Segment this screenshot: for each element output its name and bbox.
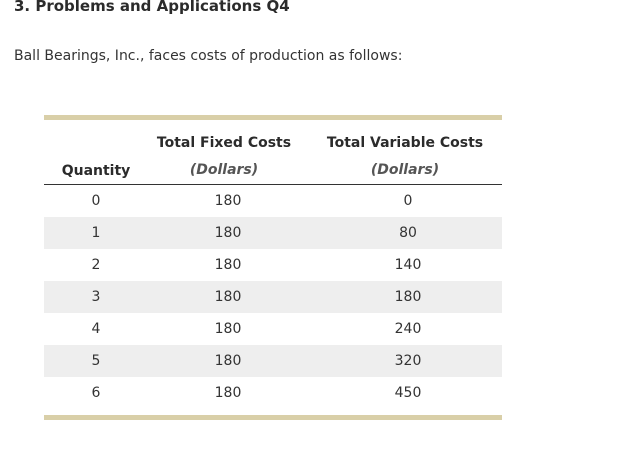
cell-variable-cost: 450 (394, 385, 422, 401)
header-variable-units: (Dollars) (370, 162, 440, 178)
header-quantity: Quantity (61, 163, 131, 179)
header-divider (44, 184, 502, 185)
cell-fixed-cost: 180 (214, 193, 242, 209)
table-row: 5 180 320 (44, 345, 502, 377)
cell-variable-cost: 180 (394, 289, 422, 305)
cell-quantity: 1 (91, 225, 101, 241)
cell-variable-cost: 0 (403, 193, 413, 209)
cell-fixed-cost: 180 (214, 321, 242, 337)
table-row: 3 180 180 (44, 281, 502, 313)
cell-quantity: 4 (91, 321, 101, 337)
table-row: 4 180 240 (44, 313, 502, 345)
cell-quantity: 6 (91, 385, 101, 401)
table-row: 2 180 140 (44, 249, 502, 281)
table-row: 6 180 450 (44, 377, 502, 409)
table-bottom-bar (44, 415, 502, 420)
problem-intro: Ball Bearings, Inc., faces costs of prod… (14, 48, 403, 64)
cell-fixed-cost: 180 (214, 257, 242, 273)
cell-variable-cost: 320 (394, 353, 422, 369)
cost-table: Quantity Total Fixed Costs (Dollars) Tot… (44, 115, 502, 420)
cell-fixed-cost: 180 (214, 225, 242, 241)
cell-fixed-cost: 180 (214, 385, 242, 401)
table-row: 0 180 0 (44, 185, 502, 217)
table-header: Quantity Total Fixed Costs (Dollars) Tot… (44, 120, 502, 184)
cell-variable-cost: 140 (394, 257, 422, 273)
header-total-fixed-costs: Total Fixed Costs (156, 135, 292, 151)
cell-quantity: 2 (91, 257, 101, 273)
table-top-bar (44, 115, 502, 120)
cell-fixed-cost: 180 (214, 353, 242, 369)
header-fixed-units: (Dollars) (189, 162, 259, 178)
cell-quantity: 0 (91, 193, 101, 209)
cell-quantity: 3 (91, 289, 101, 305)
cell-fixed-cost: 180 (214, 289, 242, 305)
cell-variable-cost: 240 (394, 321, 422, 337)
page-title: 3. Problems and Applications Q4 (14, 0, 290, 15)
cell-variable-cost: 80 (399, 225, 417, 241)
header-total-variable-costs: Total Variable Costs (326, 135, 484, 151)
cell-quantity: 5 (91, 353, 101, 369)
table-row: 1 180 80 (44, 217, 502, 249)
